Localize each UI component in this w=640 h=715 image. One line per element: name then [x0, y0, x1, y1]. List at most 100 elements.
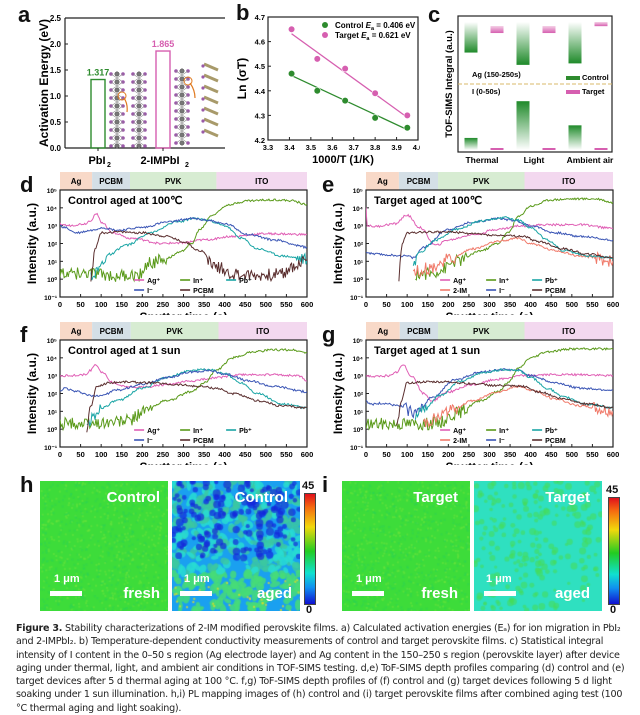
legend-entry: Pb⁺ — [239, 278, 252, 285]
pbi2-lattice-icon — [131, 71, 147, 149]
legend-marker — [322, 22, 328, 28]
legend-entry: Ag⁺ — [147, 278, 160, 285]
atom-pb — [179, 116, 185, 122]
x-tick-label: 450 — [545, 450, 558, 459]
y-axis-label: Activation Energy (eV) — [37, 19, 51, 147]
y-tick-label: 10³ — [354, 374, 364, 381]
bond — [110, 121, 124, 131]
x-tick-label: 150 — [115, 450, 128, 459]
x-tick-label: 250 — [463, 300, 476, 309]
atom-pb — [114, 127, 120, 133]
x-tick-label: 200 — [136, 450, 149, 459]
x-tick-label: 450 — [239, 450, 252, 459]
pl-sample-label: Target — [413, 489, 458, 506]
region-label: I (0-50s) — [472, 87, 501, 96]
x-tick-label: 350 — [198, 450, 211, 459]
series-line-pcbm — [398, 230, 613, 282]
y-tick-label: 4.3 — [255, 111, 265, 120]
legend-entry: Pb⁺ — [545, 428, 558, 435]
data-point — [341, 97, 349, 105]
series-line-in — [60, 348, 307, 432]
y-tick-label: 10⁵ — [353, 188, 363, 195]
scale-bar — [484, 591, 516, 596]
atom-i — [174, 141, 178, 145]
organic-molecule-icon — [203, 62, 219, 72]
legend-entry: In⁺ — [193, 278, 203, 285]
x-tick-label: 600 — [301, 450, 314, 459]
figure-caption: Figure 3. Stability characterizations of… — [16, 622, 628, 715]
layer-label: PCBM — [99, 177, 123, 186]
atom-i — [201, 75, 205, 79]
panel-label-e: e — [322, 172, 335, 197]
data-label: 1.865 — [152, 39, 175, 49]
vacancy-marker-icon — [117, 91, 127, 101]
pl-map-control-fresh: Control 1 μm fresh — [40, 481, 168, 611]
bar — [90, 78, 106, 149]
y-tick-label: 2.0 — [50, 40, 62, 49]
series-line-ag — [60, 363, 307, 389]
y-axis-label: Intensity (a.u.) — [331, 353, 345, 434]
bond — [110, 97, 124, 107]
data-label: 1.317 — [87, 68, 110, 78]
layer-label: PCBM — [407, 327, 431, 336]
x-tick-label: 100 — [95, 450, 108, 459]
atom-i — [143, 144, 147, 148]
colorbar-min-label: 0 — [610, 604, 617, 616]
y-tick-label: 10² — [48, 242, 58, 249]
bond — [132, 137, 146, 147]
series-group — [366, 347, 613, 431]
y-axis-label: TOF-SIMS Integral (a.u.) — [444, 30, 455, 138]
atom-pb — [179, 132, 185, 138]
atom-pb — [136, 111, 142, 117]
organic-molecule-icon — [203, 117, 219, 127]
layer-band-pcbm — [399, 322, 439, 340]
organic-molecule-icon — [203, 73, 219, 83]
atom-pb — [114, 103, 120, 109]
plot-frame — [267, 16, 419, 141]
layer-label: ITO — [562, 177, 575, 186]
bar-control-i — [464, 137, 478, 150]
y-tick-label: 10⁻¹ — [350, 445, 363, 452]
x-tick-label: 300 — [483, 450, 496, 459]
data-point — [403, 124, 411, 132]
y-tick-label: 4.2 — [255, 136, 265, 145]
series-group — [60, 348, 307, 433]
x-tick-label: 200 — [136, 300, 149, 309]
atom-pb — [136, 103, 142, 109]
x-tick-label: 550 — [586, 300, 599, 309]
x-tick-label: 150 — [421, 300, 434, 309]
y-tick-label: 10⁻¹ — [44, 445, 57, 452]
x-tick-label: 550 — [586, 450, 599, 459]
legend-entry: PCBM — [545, 438, 566, 445]
layer-label: ITO — [256, 327, 269, 336]
panel-label-b: b — [236, 0, 250, 25]
data-point — [313, 55, 321, 63]
bond — [175, 110, 189, 120]
region-label: Ag (150-250s) — [472, 70, 521, 79]
migration-arrow-icon — [123, 97, 128, 113]
bar-target-ag — [594, 22, 608, 27]
legend-entry: Ag⁺ — [453, 428, 466, 435]
bond — [175, 126, 189, 136]
legend-entry: Control Ea = 0.406 eV — [335, 21, 416, 32]
x-tick-label: 2-IMPbI — [140, 155, 179, 167]
x-tick-label: 350 — [198, 300, 211, 309]
y-tick-label: 1.5 — [50, 66, 62, 75]
x-axis-label: Sputter time (s) — [139, 310, 227, 315]
bond — [110, 89, 124, 99]
legend-entry: In⁺ — [499, 278, 509, 285]
colorbar-h — [304, 493, 316, 605]
bond — [110, 137, 124, 147]
y-tick-label: 4.6 — [255, 38, 265, 47]
bond — [175, 134, 189, 144]
x-tick-label: 500 — [566, 300, 579, 309]
legend-entry: Target — [582, 87, 605, 96]
x-tick-label: 500 — [260, 450, 273, 459]
x-tick-label: 250 — [157, 450, 170, 459]
pl-map-canvas — [474, 481, 602, 611]
bond — [110, 129, 124, 139]
bar-target-i — [542, 148, 556, 150]
bond — [175, 102, 189, 112]
layer-label: PCBM — [100, 327, 124, 336]
y-tick-label: 10¹ — [48, 409, 57, 416]
